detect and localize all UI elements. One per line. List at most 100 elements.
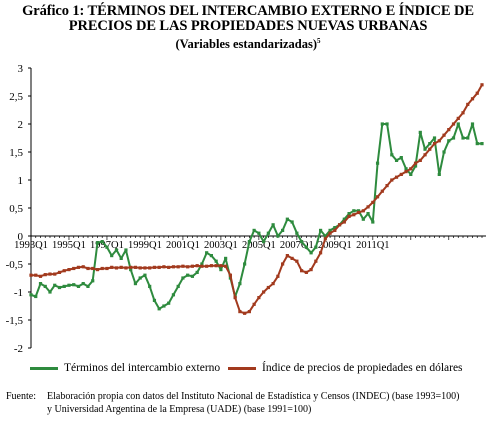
series-point-2 xyxy=(352,213,356,217)
series-point-1 xyxy=(342,217,346,221)
series-point-2 xyxy=(238,310,242,314)
series-point-2 xyxy=(475,91,479,95)
series-point-2 xyxy=(209,264,213,268)
series-point-2 xyxy=(432,142,437,146)
legend-item-terminos: Términos del intercambio externo xyxy=(30,362,220,374)
x-tick-label: 2003Q1 xyxy=(204,240,238,251)
series-point-2 xyxy=(390,178,394,182)
series-point-1 xyxy=(129,268,133,272)
series-point-1 xyxy=(404,167,408,171)
series-point-1 xyxy=(167,301,171,305)
series-point-2 xyxy=(214,264,218,268)
series-point-1 xyxy=(328,228,332,232)
legend-label-terminos: Términos del intercambio externo xyxy=(64,362,221,374)
x-tick-label: 2005Q1 xyxy=(242,240,276,251)
series-point-2 xyxy=(171,265,176,269)
series-point-2 xyxy=(224,264,228,268)
x-tick-label: 1993Q1 xyxy=(14,240,48,251)
series-point-1 xyxy=(214,259,218,263)
series-point-1 xyxy=(285,217,289,221)
y-tick-label: -1 xyxy=(14,287,23,299)
series-point-2 xyxy=(318,251,323,255)
series-point-1 xyxy=(295,231,299,235)
series-point-1 xyxy=(451,136,456,140)
series-point-1 xyxy=(148,284,152,288)
series-point-2 xyxy=(399,172,403,176)
series-point-2 xyxy=(281,262,285,266)
series-point-1 xyxy=(157,307,161,311)
series-point-1 xyxy=(171,293,176,297)
series-point-1 xyxy=(238,282,242,286)
series-point-1 xyxy=(209,254,213,258)
series-line-1 xyxy=(30,123,482,310)
series-point-2 xyxy=(285,254,289,258)
series-point-1 xyxy=(447,139,451,143)
series-point-1 xyxy=(224,256,228,260)
series-point-2 xyxy=(143,266,147,270)
series-point-2 xyxy=(190,264,195,268)
y-tick-label: -2 xyxy=(14,343,23,355)
series-point-2 xyxy=(466,102,470,106)
x-axis-ticks: 1993Q1 1995Q1 1997Q1 1999Q1 2001Q1 2003Q1 2005… xyxy=(14,236,483,251)
series-point-2 xyxy=(34,273,38,277)
series-point-1 xyxy=(266,231,270,235)
series-point-1 xyxy=(205,251,209,255)
series-point-1 xyxy=(38,282,43,286)
y-tick-label: 0 xyxy=(18,231,24,243)
series-point-2 xyxy=(304,270,308,274)
series-point-2 xyxy=(328,231,332,235)
series-point-1 xyxy=(356,209,361,213)
series-point-1 xyxy=(262,240,266,244)
series-point-2 xyxy=(167,265,171,269)
series-point-1 xyxy=(43,284,47,288)
series-point-2 xyxy=(129,265,133,269)
series-line-2 xyxy=(31,84,483,315)
series-point-1 xyxy=(186,273,190,277)
series-point-2 xyxy=(300,269,304,273)
series-point-2 xyxy=(76,265,81,269)
y-tick-label: -1,5 xyxy=(6,315,24,327)
y-tick-label: 1,5 xyxy=(9,147,23,159)
series-point-1 xyxy=(105,245,109,249)
series-point-2 xyxy=(309,268,313,272)
series-point-2 xyxy=(200,264,204,268)
chart-subtitle: (Variables estandarizadas)5 xyxy=(0,34,496,52)
y-axis-ticks: 3 2,5 2 1,5 1 0,5 0 -0,5 -1 -1,5 -2 xyxy=(6,63,31,355)
series-point-1 xyxy=(81,282,85,286)
series-point-1 xyxy=(281,228,285,232)
series-point-2 xyxy=(243,311,247,315)
y-tick-label: -0,5 xyxy=(6,259,24,271)
x-tick-label: 1997Q1 xyxy=(90,240,124,251)
series-point-1 xyxy=(162,304,166,308)
chart-subtitle-text: (Variables estandarizadas) xyxy=(175,37,318,52)
series-point-2 xyxy=(385,184,389,188)
series-point-2 xyxy=(252,302,256,306)
series-point-2 xyxy=(133,265,138,269)
series-point-1 xyxy=(466,136,470,140)
series-point-1 xyxy=(72,283,76,287)
source-line2: y Universidad Argentina de la Empresa (U… xyxy=(47,404,312,415)
series-point-2 xyxy=(447,128,451,132)
series-point-2 xyxy=(361,209,365,213)
series-point-2 xyxy=(148,266,152,270)
series-point-2 xyxy=(290,256,294,260)
x-tick-label: 2001Q1 xyxy=(166,240,200,251)
series-point-2 xyxy=(38,274,43,278)
series-point-1 xyxy=(432,136,437,140)
series-point-1 xyxy=(361,217,365,221)
series-point-2 xyxy=(195,264,199,268)
series-point-1 xyxy=(347,212,351,216)
series-point-2 xyxy=(356,210,361,215)
series-point-2 xyxy=(456,116,460,120)
series-point-2 xyxy=(247,310,251,314)
chart-title-line2: PRECIOS DE LAS PROPIEDADES NUEVAS URBANA… xyxy=(68,18,428,34)
y-tick-label: 3 xyxy=(18,63,24,75)
series-point-1 xyxy=(371,220,375,224)
series-point-2 xyxy=(81,265,85,269)
series-point-2 xyxy=(418,158,422,162)
series-point-2 xyxy=(262,290,266,294)
series-point-1 xyxy=(62,284,66,288)
series-point-1 xyxy=(195,270,199,274)
series-point-2 xyxy=(91,266,95,271)
series-point-1 xyxy=(461,136,465,140)
